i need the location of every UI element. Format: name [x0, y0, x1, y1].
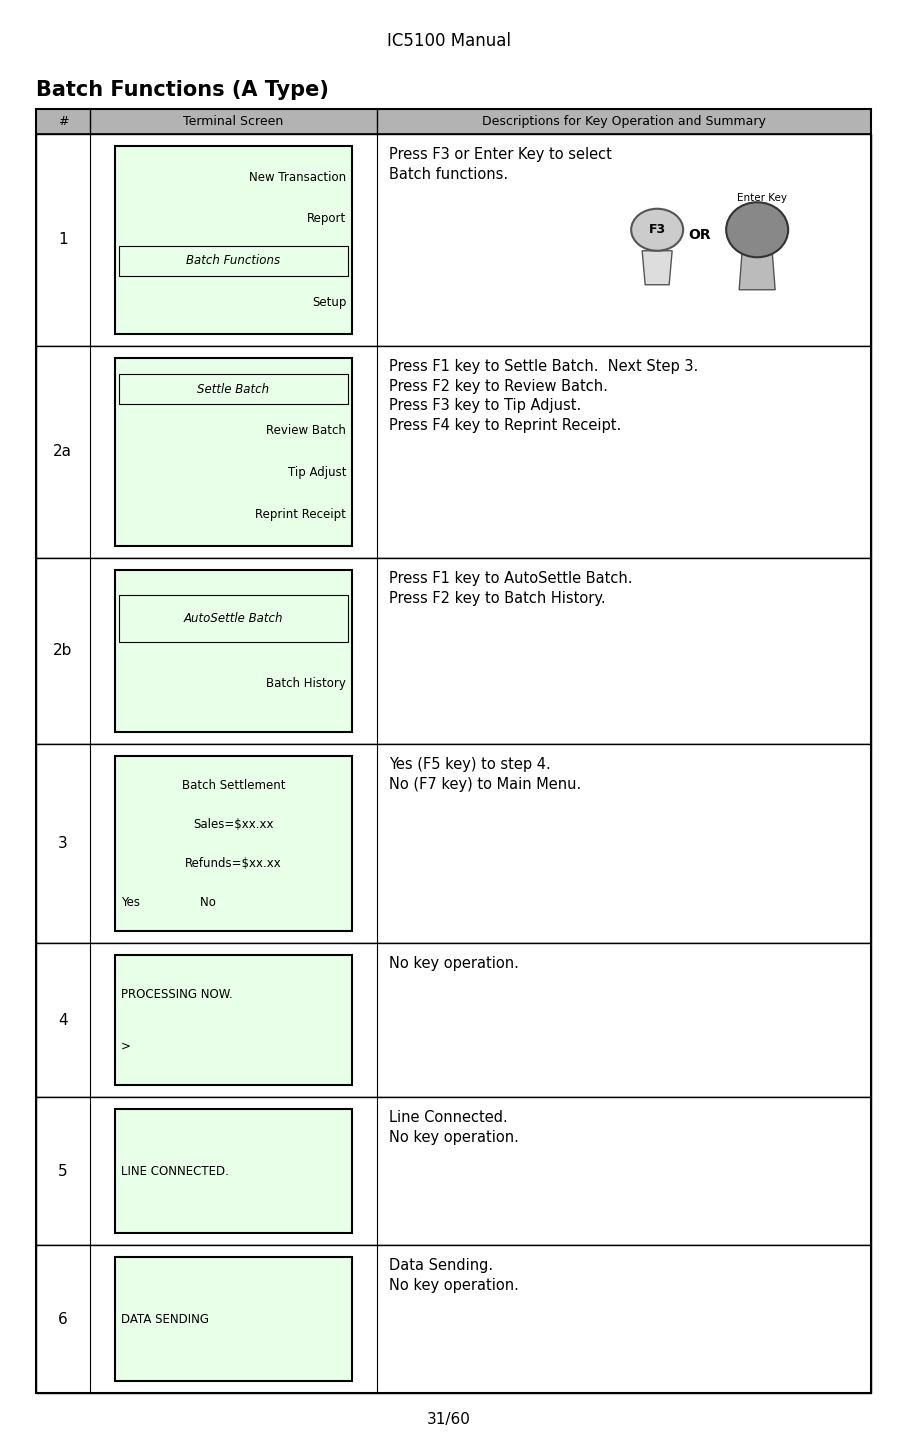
- Bar: [119, 246, 348, 275]
- Text: OR: OR: [688, 227, 710, 242]
- Bar: [115, 569, 352, 733]
- Text: Data Sending.
No key operation.: Data Sending. No key operation.: [389, 1258, 519, 1293]
- Text: Batch Functions: Batch Functions: [187, 255, 280, 266]
- Text: Descriptions for Key Operation and Summary: Descriptions for Key Operation and Summa…: [482, 114, 766, 127]
- Bar: [36, 1245, 871, 1393]
- Text: 3: 3: [58, 835, 67, 851]
- Text: AutoSettle Batch: AutoSettle Batch: [184, 613, 283, 626]
- Bar: [36, 109, 871, 133]
- Text: F3: F3: [648, 223, 665, 236]
- Bar: [115, 146, 352, 333]
- Text: New Transaction: New Transaction: [249, 171, 346, 184]
- Bar: [36, 133, 871, 346]
- Bar: [115, 1257, 352, 1381]
- Bar: [119, 374, 348, 404]
- Bar: [115, 1109, 352, 1234]
- Text: Settle Batch: Settle Batch: [198, 382, 269, 395]
- Text: >: >: [121, 1040, 131, 1053]
- Bar: [36, 943, 871, 1098]
- Ellipse shape: [631, 209, 683, 251]
- Text: Refunds=$xx.xx: Refunds=$xx.xx: [185, 857, 282, 870]
- Text: Enter Key: Enter Key: [737, 193, 788, 203]
- Text: IC5100 Manual: IC5100 Manual: [387, 32, 511, 49]
- Text: Terminal Screen: Terminal Screen: [183, 114, 284, 127]
- Text: Reprint Receipt: Reprint Receipt: [255, 508, 346, 521]
- Text: Press F3 or Enter Key to select
Batch functions.: Press F3 or Enter Key to select Batch fu…: [389, 146, 612, 181]
- Text: Report: Report: [307, 213, 346, 226]
- Text: Tip Adjust: Tip Adjust: [287, 466, 346, 479]
- Text: 2a: 2a: [53, 445, 73, 459]
- Text: 6: 6: [58, 1312, 67, 1326]
- Bar: [36, 109, 871, 1393]
- Bar: [115, 756, 352, 931]
- Text: PROCESSING NOW.: PROCESSING NOW.: [121, 988, 233, 1001]
- Bar: [115, 358, 352, 546]
- Text: LINE CONNECTED.: LINE CONNECTED.: [121, 1164, 229, 1177]
- Text: DATA SENDING: DATA SENDING: [121, 1312, 209, 1325]
- Text: Batch Functions (A Type): Batch Functions (A Type): [36, 80, 329, 100]
- Bar: [115, 956, 352, 1086]
- Text: 31/60: 31/60: [427, 1412, 471, 1426]
- Text: 1: 1: [58, 232, 67, 248]
- Text: Press F1 key to Settle Batch.  Next Step 3.
Press F2 key to Review Batch.
Press : Press F1 key to Settle Batch. Next Step …: [389, 359, 699, 433]
- Text: Review Batch: Review Batch: [267, 424, 346, 437]
- Bar: [36, 1098, 871, 1245]
- Bar: [36, 744, 871, 943]
- Bar: [36, 557, 871, 744]
- Text: Sales=$xx.xx: Sales=$xx.xx: [193, 818, 274, 831]
- Text: Batch History: Batch History: [267, 676, 346, 689]
- Text: Yes                No: Yes No: [121, 895, 216, 908]
- Polygon shape: [642, 251, 673, 285]
- Polygon shape: [739, 251, 775, 290]
- Text: Line Connected.
No key operation.: Line Connected. No key operation.: [389, 1111, 519, 1145]
- Text: #: #: [57, 114, 68, 127]
- Text: Batch Settlement: Batch Settlement: [181, 779, 286, 792]
- Text: 2b: 2b: [53, 643, 73, 659]
- Text: 5: 5: [58, 1164, 67, 1179]
- Text: No key operation.: No key operation.: [389, 956, 519, 972]
- Text: Setup: Setup: [312, 295, 346, 308]
- Text: Press F1 key to AutoSettle Batch.
Press F2 key to Batch History.: Press F1 key to AutoSettle Batch. Press …: [389, 571, 633, 605]
- Text: 4: 4: [58, 1012, 67, 1028]
- Bar: [119, 595, 348, 641]
- Ellipse shape: [726, 203, 788, 258]
- Bar: [36, 346, 871, 557]
- Text: Yes (F5 key) to step 4.
No (F7 key) to Main Menu.: Yes (F5 key) to step 4. No (F7 key) to M…: [389, 757, 581, 792]
